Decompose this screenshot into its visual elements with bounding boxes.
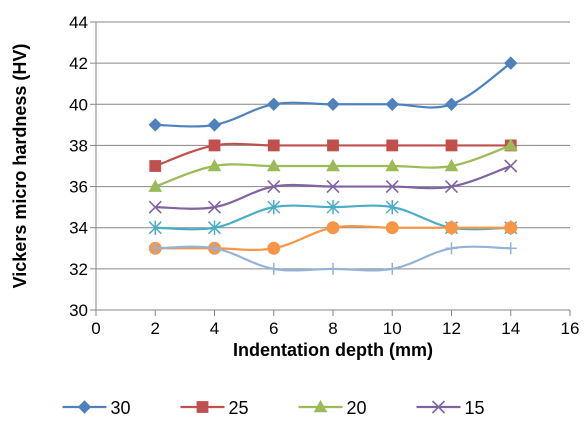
star-marker — [207, 220, 222, 235]
series-20 — [148, 138, 518, 192]
x-marker — [326, 180, 340, 194]
plus-marker — [445, 242, 458, 255]
plus-marker — [386, 262, 399, 275]
plus-marker — [208, 242, 221, 255]
square-marker — [327, 139, 339, 152]
tick-labels: 30 32 34 36 38 40 42 44 0 2 4 6 8 10 12 14 16 — [69, 13, 579, 338]
x-axis-title: Indentation depth (mm) — [233, 340, 433, 360]
x-marker — [431, 400, 446, 414]
diamond-marker — [77, 400, 92, 414]
star-marker — [267, 199, 281, 215]
legend-item-15: 15 — [416, 398, 485, 418]
diamond-marker — [385, 97, 399, 111]
triangle-marker — [385, 158, 400, 172]
square-marker — [208, 139, 221, 152]
y-tick-label: 30 — [69, 301, 88, 320]
x-tick-label: 14 — [501, 319, 520, 338]
x-tick-label: 16 — [561, 319, 580, 338]
x-tick-label: 12 — [442, 319, 461, 338]
square-marker — [149, 160, 162, 172]
series-line — [155, 62, 512, 128]
plus-marker — [267, 262, 280, 275]
legend-item-25: 25 — [180, 398, 249, 418]
y-tick-label: 42 — [69, 54, 88, 73]
circle-marker — [385, 221, 399, 235]
star-marker — [326, 199, 340, 215]
square-marker — [267, 139, 280, 152]
y-axis-title: Vickers micro hardness (HV) — [10, 44, 30, 289]
y-tick-label: 40 — [69, 95, 88, 114]
x-marker-stroke — [148, 200, 162, 214]
star-marker — [385, 199, 399, 215]
x-marker — [267, 180, 281, 194]
triangle-marker — [266, 158, 281, 172]
plus-marker — [327, 262, 339, 275]
x-marker-stroke — [385, 180, 399, 194]
axes — [90, 21, 571, 316]
series-unlabeled-5 — [148, 221, 518, 255]
y-tick-label: 34 — [69, 219, 88, 238]
plus-marker — [504, 242, 517, 255]
diamond-marker — [504, 56, 518, 70]
x-tick-label: 0 — [91, 319, 100, 338]
y-tick-label: 44 — [69, 13, 88, 32]
x-tick-label: 8 — [328, 319, 337, 338]
triangle-marker — [326, 158, 340, 172]
x-marker-stroke — [267, 180, 281, 194]
square-marker — [445, 139, 458, 152]
circle-marker — [504, 221, 518, 235]
square-marker — [386, 139, 399, 152]
x-marker — [207, 200, 222, 214]
square-marker — [196, 401, 209, 413]
x-tick-label: 2 — [151, 319, 160, 338]
x-marker-stroke — [444, 180, 459, 194]
legend-label: 15 — [465, 398, 485, 418]
legend: 30 25 20 15 — [62, 398, 485, 418]
triangle-marker — [313, 399, 328, 413]
y-tick-label: 38 — [69, 136, 88, 155]
x-marker-stroke — [504, 159, 518, 173]
series-unlabeled-6 — [149, 242, 517, 275]
circle-marker — [326, 221, 340, 235]
triangle-marker — [207, 158, 222, 172]
legend-item-30: 30 — [62, 398, 131, 418]
y-tick-label: 36 — [69, 178, 88, 197]
x-marker — [148, 200, 162, 214]
x-marker-stroke — [431, 400, 446, 414]
series-lines — [148, 56, 518, 275]
star-marker — [148, 220, 162, 235]
diamond-marker — [444, 97, 459, 111]
diamond-marker — [207, 118, 222, 132]
diamond-marker — [148, 118, 162, 132]
x-tick-label: 6 — [269, 319, 278, 338]
triangle-marker — [148, 179, 163, 192]
x-marker — [504, 159, 518, 173]
triangle-marker — [444, 158, 459, 172]
legend-label: 25 — [229, 398, 249, 418]
triangle-marker — [503, 138, 518, 151]
diamond-marker — [267, 97, 281, 111]
legend-label: 30 — [111, 398, 131, 418]
x-tick-label: 10 — [383, 319, 402, 338]
x-marker-stroke — [207, 200, 222, 214]
x-marker — [385, 180, 399, 194]
legend-label: 20 — [347, 398, 367, 418]
x-tick-label: 4 — [210, 319, 219, 338]
series-15 — [148, 159, 518, 214]
x-marker-stroke — [326, 180, 340, 194]
diamond-marker — [326, 97, 340, 111]
circle-marker — [267, 241, 281, 255]
plus-marker — [149, 242, 162, 255]
y-tick-label: 32 — [69, 260, 88, 279]
x-marker — [444, 180, 459, 194]
legend-item-20: 20 — [298, 398, 367, 418]
circle-marker — [445, 221, 458, 235]
series-30 — [148, 56, 518, 132]
